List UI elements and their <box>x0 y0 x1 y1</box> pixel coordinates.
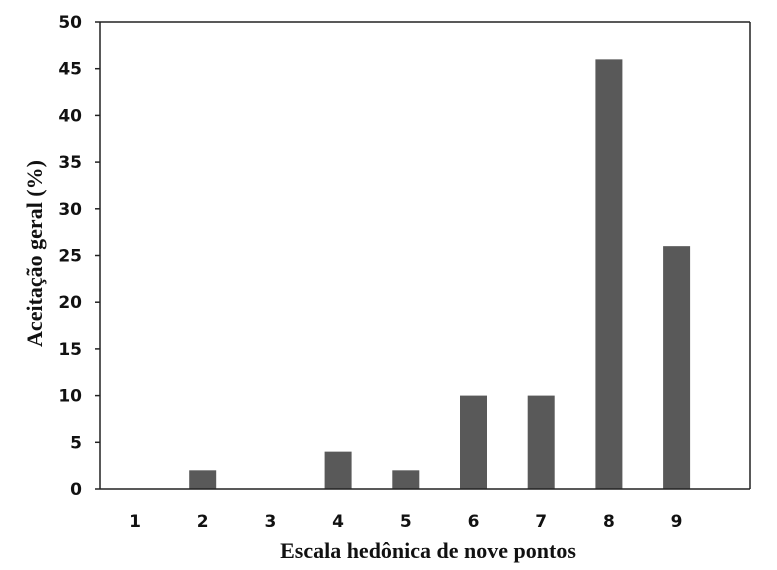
bar-6 <box>460 395 487 489</box>
x-tick-label: 3 <box>264 512 276 532</box>
y-tick-label: 35 <box>58 153 82 173</box>
bar-8 <box>595 59 623 490</box>
y-tick-label: 0 <box>70 480 82 500</box>
bar-2 <box>189 470 217 489</box>
y-tick-label: 20 <box>58 293 82 313</box>
y-tick-label: 25 <box>58 247 82 267</box>
x-tick-label: 4 <box>332 512 344 532</box>
y-tick-label: 50 <box>58 13 82 33</box>
y-tick-label: 45 <box>58 60 82 80</box>
x-axis-ticks: 1 2 3 4 5 6 7 8 9 <box>129 512 682 532</box>
bar-series <box>189 59 691 490</box>
x-axis-title: Escala hedônica de nove pontos <box>280 538 576 563</box>
y-axis-title: Aceitação geral (%) <box>22 160 47 347</box>
y-tick-label: 30 <box>58 200 82 220</box>
y-tick-label: 10 <box>58 387 82 407</box>
bar-4 <box>324 451 352 489</box>
y-axis-ticks: 0 5 10 15 20 25 30 35 40 45 50 <box>58 13 100 500</box>
x-tick-label: 9 <box>671 512 683 532</box>
x-tick-label: 5 <box>400 512 412 532</box>
y-tick-label: 15 <box>58 340 82 360</box>
bar-5 <box>392 470 420 489</box>
y-tick-label: 40 <box>58 106 82 126</box>
x-tick-label: 2 <box>197 512 209 532</box>
x-tick-label: 8 <box>603 512 615 532</box>
x-tick-label: 1 <box>129 512 141 532</box>
y-tick-label: 5 <box>70 433 82 453</box>
x-tick-label: 6 <box>468 512 480 532</box>
bar-7 <box>527 395 555 489</box>
bar-9 <box>663 246 691 489</box>
x-tick-label: 7 <box>535 512 547 532</box>
